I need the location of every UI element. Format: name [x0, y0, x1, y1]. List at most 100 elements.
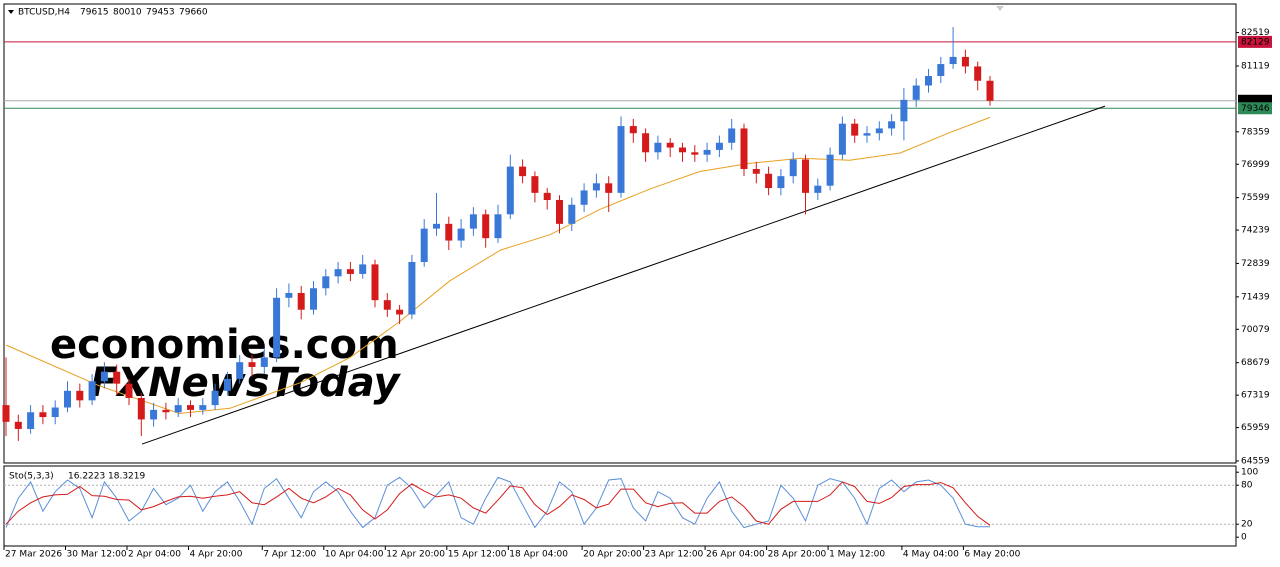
header-value: 80010: [113, 8, 142, 18]
level-label-bg: [1238, 102, 1272, 115]
candle-body: [519, 166, 527, 177]
main-panel: [3, 3, 1237, 464]
x-tick-label: 20 Apr 20:00: [583, 550, 642, 560]
candle-body: [285, 293, 293, 298]
candle-body: [826, 154, 834, 186]
candle-body: [494, 214, 502, 239]
candle-body: [617, 126, 625, 193]
candle-body: [88, 381, 96, 401]
candle-body: [949, 56, 957, 65]
y-tick-label: 82519: [1241, 28, 1270, 38]
candle-body: [248, 362, 256, 367]
candle-body: [64, 390, 71, 408]
candle-body: [814, 185, 822, 193]
candle-body: [580, 190, 588, 205]
candle-body: [346, 269, 354, 274]
candle-body: [851, 123, 859, 136]
candle-body: [482, 214, 490, 239]
candle-body: [334, 269, 342, 277]
y-tick-label: 0: [1241, 533, 1247, 543]
candle-body: [654, 142, 662, 153]
x-tick-label: 4 Apr 20:00: [190, 550, 243, 560]
y-tick-label: 81119: [1241, 61, 1270, 71]
candle-body: [2, 405, 10, 422]
x-tick-label: 15 Apr 12:00: [448, 550, 507, 560]
oscillator-line: [5, 476, 991, 529]
x-tick-label: 28 Apr 20:00: [768, 550, 827, 560]
x-tick-label: 12 Apr 20:00: [386, 550, 445, 560]
y-tick-label: 74239: [1241, 226, 1270, 236]
candle-body: [125, 383, 133, 398]
y-tick-label: 70079: [1241, 325, 1270, 335]
candle-body: [39, 412, 47, 418]
watermark: economies.com: [50, 322, 399, 368]
symbol: BTCUSD,H4: [18, 8, 70, 18]
level-label: 82129: [1241, 37, 1270, 47]
trendline: [141, 105, 1106, 445]
x-tick-label: 10 Apr 04:00: [325, 550, 384, 560]
level-label: 79346: [1241, 104, 1270, 114]
level-label-bg: [1238, 35, 1272, 48]
candle-body: [592, 183, 600, 191]
x-tick-label: 27 Mar 2026: [5, 550, 62, 560]
y-tick-label: 65959: [1241, 423, 1270, 433]
indicator-value: 16.2223: [68, 472, 105, 482]
candle-body: [273, 297, 281, 358]
candle-body: [789, 159, 797, 177]
x-tick-label: 6 May 20:00: [964, 550, 1020, 560]
candle-body: [765, 173, 773, 189]
candle-body: [740, 128, 748, 169]
candle-body: [679, 147, 686, 153]
candle-body: [912, 85, 920, 100]
candle-body: [777, 176, 785, 189]
candle-body: [605, 183, 613, 193]
candle-body: [875, 128, 883, 134]
candle-body: [888, 121, 896, 129]
candle-body: [76, 390, 84, 401]
x-tick-label: 23 Apr 12:00: [645, 550, 704, 560]
x-tick-label: 26 Apr 04:00: [706, 550, 765, 560]
candle-body: [445, 223, 453, 241]
candle-body: [137, 397, 145, 420]
candle-body: [925, 75, 932, 86]
candle-body: [420, 228, 428, 263]
candle-body: [457, 228, 465, 241]
candle-body: [310, 288, 317, 310]
y-tick-label: 64559: [1241, 456, 1270, 466]
candle-body: [187, 405, 194, 410]
candle-body: [322, 276, 330, 289]
candle-body: [629, 126, 637, 134]
candle-body: [150, 409, 158, 420]
header-value: 79660: [179, 8, 208, 18]
x-tick-label: 1 May 12:00: [829, 550, 885, 560]
candle-body: [297, 293, 305, 310]
candle-body: [974, 66, 982, 81]
x-tick-label: 30 Mar 12:00: [67, 550, 127, 560]
y-tick-label: 76999: [1241, 160, 1270, 170]
candle-body: [752, 168, 760, 174]
candle-body: [863, 133, 871, 136]
candle-body: [937, 64, 945, 76]
candle-body: [506, 166, 514, 215]
y-tick-label: 67319: [1241, 391, 1270, 401]
candle-body: [223, 378, 231, 391]
candle-body: [531, 176, 539, 193]
candle-body: [543, 192, 551, 201]
y-tick-label: 71439: [1241, 292, 1270, 302]
candle-body: [359, 264, 367, 274]
menu-arrow: [8, 10, 14, 14]
candle-body: [556, 200, 563, 224]
oscillator-line: [5, 481, 991, 526]
candle-body: [14, 421, 22, 429]
candle-body: [642, 133, 650, 153]
candle-body: [469, 214, 477, 229]
candle-body: [838, 123, 846, 155]
y-tick-label: 68679: [1241, 358, 1270, 368]
candle-body: [666, 142, 674, 148]
y-tick-label: 72839: [1241, 259, 1270, 269]
indicator-value: 18.3219: [108, 472, 145, 482]
candle-body: [715, 142, 723, 150]
